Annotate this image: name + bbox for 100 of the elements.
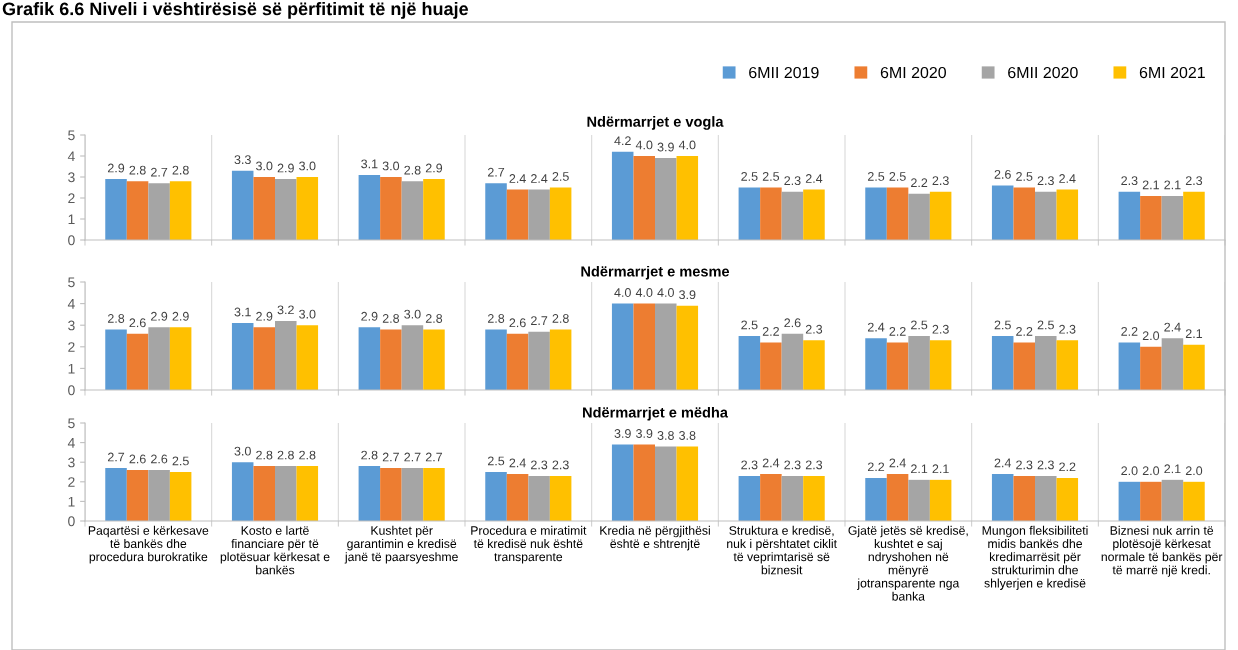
- data-label: 3.9: [636, 429, 653, 438]
- legend-label: 6MI 2021: [1139, 66, 1205, 79]
- data-label: 3.9: [657, 142, 674, 152]
- data-label: 2.4: [509, 174, 526, 183]
- x-tick-label: Struktura e kredisë, nuk i përshtatet ciklit të veprimtarisë së biznesit: [727, 525, 837, 575]
- y-tick-label: 0: [68, 516, 75, 527]
- bar: [929, 191, 952, 240]
- data-label: 2.9: [361, 311, 378, 321]
- x-tick-label: Kosto e lartë financiare për të plotësuar kërkesat e bankës: [220, 525, 330, 575]
- data-label: 2.8: [172, 165, 189, 175]
- data-label: 4.0: [635, 140, 653, 150]
- data-label: 2.6: [129, 454, 146, 464]
- bar: [296, 177, 319, 240]
- bar: [865, 187, 887, 240]
- data-label: 2.2: [911, 178, 928, 188]
- data-label: 2.1: [1164, 180, 1181, 190]
- bar: [676, 156, 699, 240]
- data-label: 2.8: [487, 314, 505, 323]
- data-label: 2.5: [889, 172, 906, 181]
- data-label: 2.4: [1059, 174, 1076, 183]
- bar: [253, 177, 275, 240]
- bar: [633, 156, 655, 240]
- data-label: 2.5: [741, 172, 758, 181]
- bar: [401, 468, 424, 521]
- data-label: 2.8: [129, 165, 146, 175]
- bar: [1161, 195, 1184, 240]
- y-tick-label: 2: [68, 193, 75, 204]
- chart-title: Ndërmarrjet e mesme: [581, 265, 730, 280]
- bar: [655, 158, 677, 240]
- bar: [886, 473, 909, 521]
- data-label: 2.3: [784, 460, 801, 470]
- data-label: 2.3: [1121, 176, 1138, 186]
- bar: [401, 325, 424, 390]
- bar: [738, 187, 761, 240]
- bar: [908, 193, 930, 240]
- bar: [275, 320, 297, 390]
- bar: [760, 473, 782, 521]
- bar: [676, 446, 699, 521]
- bar: [358, 466, 381, 521]
- bar: [1118, 191, 1141, 240]
- data-label: 2.5: [552, 172, 569, 181]
- bar: [1183, 191, 1205, 240]
- bar: [886, 187, 909, 240]
- data-label: 2.2: [762, 326, 779, 336]
- data-label: 2.9: [256, 311, 273, 321]
- data-label: 2.8: [299, 450, 316, 460]
- bar: [485, 329, 507, 390]
- bar: [485, 472, 507, 521]
- data-label: 4.0: [678, 140, 696, 150]
- bar: [1035, 191, 1057, 240]
- data-label: 2.5: [172, 456, 189, 466]
- data-label: 2.7: [107, 452, 125, 462]
- data-label: 3.8: [679, 431, 696, 440]
- data-label: 2.5: [762, 172, 780, 181]
- data-label: 2.3: [932, 324, 949, 334]
- bar: [423, 179, 445, 240]
- data-label: 2.5: [867, 172, 885, 181]
- data-label: 2.2: [1016, 326, 1033, 336]
- data-label: 2.4: [762, 458, 780, 468]
- data-label: 2.3: [784, 176, 801, 186]
- data-label: 3.0: [256, 161, 273, 171]
- data-label: 2.1: [932, 464, 949, 474]
- bar: [611, 444, 634, 521]
- data-label: 3.0: [299, 161, 316, 171]
- data-label: 3.2: [277, 305, 294, 315]
- bar: [358, 327, 381, 390]
- legend-label: 6MII 2020: [1008, 66, 1078, 79]
- data-label: 2.8: [277, 450, 294, 460]
- data-label: 2.2: [889, 326, 906, 336]
- bar: [231, 323, 254, 390]
- data-label: 2.3: [1037, 460, 1054, 470]
- bar: [611, 151, 634, 240]
- y-tick-label: 3: [68, 172, 75, 183]
- y-tick-label: 3: [68, 320, 75, 331]
- data-label: 4.0: [614, 288, 631, 297]
- data-label: 2.9: [172, 311, 189, 321]
- data-label: 2.6: [129, 318, 146, 328]
- bar: [655, 446, 677, 521]
- data-label: 2.7: [425, 452, 443, 462]
- bar: [908, 479, 930, 521]
- y-tick-label: 4: [67, 151, 75, 162]
- bar: [1161, 479, 1184, 521]
- bar: [485, 183, 507, 240]
- data-label: 2.1: [1164, 464, 1181, 474]
- bar: [380, 177, 402, 240]
- bar: [991, 185, 1014, 240]
- data-label: 2.0: [1142, 466, 1160, 476]
- bar: [633, 444, 655, 521]
- data-label: 2.7: [487, 167, 505, 177]
- bar: [105, 179, 127, 240]
- data-label: 4.2: [614, 136, 631, 146]
- text: Grafik 6.6 Niveli i vështirësisë së përfitimit të një huaje: [2, 2, 469, 19]
- data-label: 2.8: [256, 450, 273, 460]
- data-label: 2.3: [1037, 176, 1054, 186]
- data-label: 3.8: [657, 431, 674, 440]
- bar: [401, 181, 424, 240]
- bar: [253, 466, 275, 521]
- data-label: 2.6: [784, 318, 801, 328]
- data-label: 2.0: [1142, 331, 1160, 341]
- data-label: 2.2: [1059, 462, 1076, 472]
